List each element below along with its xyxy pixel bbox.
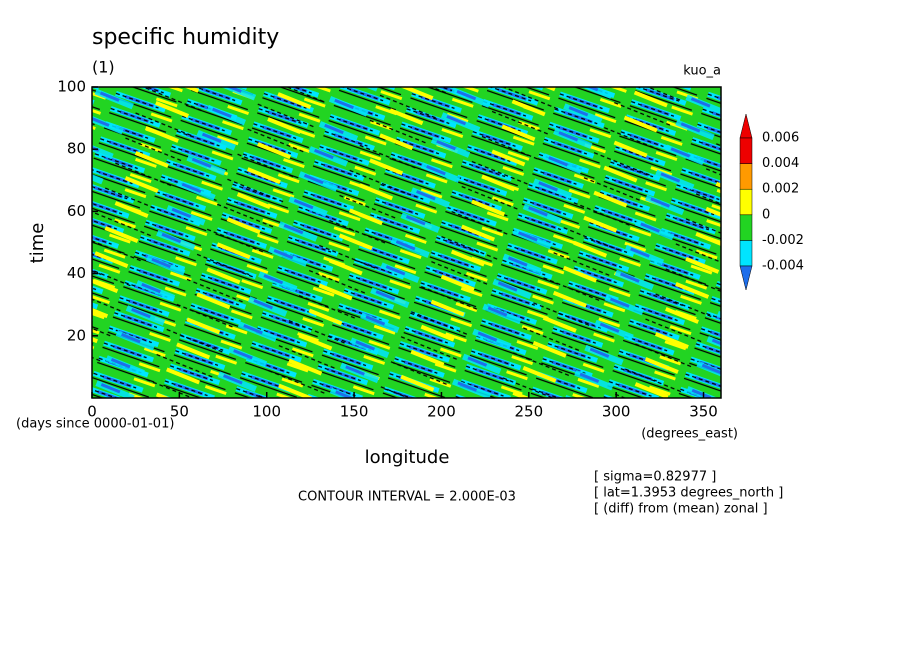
x-tick-label: 0 bbox=[87, 403, 97, 421]
x-tick-label: 150 bbox=[340, 403, 369, 421]
y-axis-title: time bbox=[27, 223, 48, 264]
y-tick-label: 80 bbox=[67, 140, 86, 158]
run-label: kuo_a bbox=[683, 64, 721, 79]
note: [ sigma=0.82977 ] bbox=[594, 470, 716, 485]
chart-title: specific humidity bbox=[92, 25, 279, 50]
colorbar-label: 0.006 bbox=[762, 131, 799, 146]
colorbar-triangle bbox=[739, 265, 753, 291]
colorbar-label: 0.004 bbox=[762, 156, 799, 171]
y-tick-label: 100 bbox=[57, 78, 86, 96]
x-tick-label: 50 bbox=[170, 403, 189, 421]
subtitle: (1) bbox=[92, 58, 115, 77]
x-units: (degrees_east) bbox=[641, 427, 738, 442]
plot-frame bbox=[91, 86, 722, 399]
y-tick-label: 40 bbox=[67, 264, 86, 282]
colorbar-box bbox=[739, 137, 753, 164]
colorbar-triangle bbox=[739, 113, 753, 139]
time-units: (days since 0000-01-01) bbox=[16, 417, 174, 432]
x-axis-title: longitude bbox=[365, 447, 450, 468]
colorbar-box bbox=[739, 240, 753, 267]
x-tick-label: 100 bbox=[252, 403, 281, 421]
colorbar-label: -0.002 bbox=[762, 233, 804, 248]
colorbar-box bbox=[739, 163, 753, 190]
y-tick-label: 20 bbox=[67, 326, 86, 344]
colorbar-label: 0 bbox=[762, 207, 770, 222]
note: [ (diff) from (mean) zonal ] bbox=[594, 502, 768, 517]
y-tick-label: 60 bbox=[67, 202, 86, 220]
colorbar-box bbox=[739, 188, 753, 216]
colorbar-box bbox=[739, 214, 753, 241]
x-tick-label: 250 bbox=[514, 403, 543, 421]
contour-field bbox=[92, 87, 721, 398]
colorbar-label: 0.002 bbox=[762, 182, 799, 197]
contour-interval: CONTOUR INTERVAL = 2.000E-03 bbox=[298, 490, 516, 505]
x-tick-label: 350 bbox=[689, 403, 718, 421]
x-tick-label: 300 bbox=[602, 403, 631, 421]
note: [ lat=1.3953 degrees_north ] bbox=[594, 486, 783, 501]
x-tick-label: 200 bbox=[427, 403, 456, 421]
colorbar-label: -0.004 bbox=[762, 259, 804, 274]
